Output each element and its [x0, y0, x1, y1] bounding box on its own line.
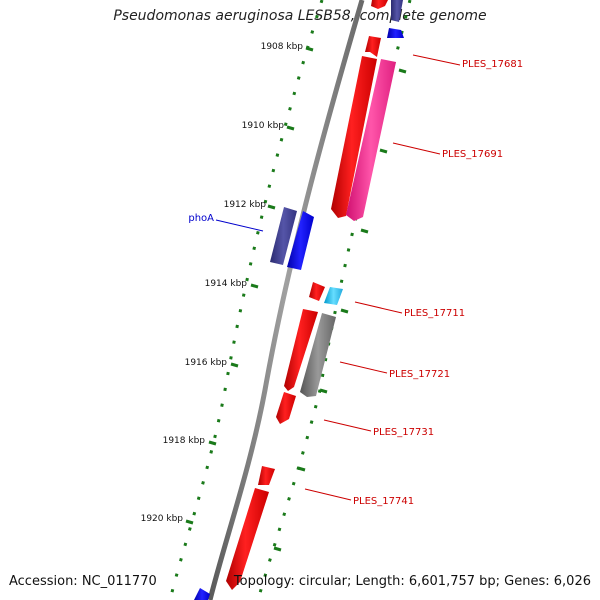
- gene-feature-phoa-blue[interactable]: [287, 211, 314, 270]
- tick-mark: [230, 362, 239, 368]
- tick-mark: [250, 283, 259, 289]
- tick-mark: [286, 125, 295, 131]
- tick-mark: [379, 148, 388, 154]
- coordinate-guide-line: [168, 0, 324, 600]
- gene-feature-bottom-blue[interactable]: [194, 588, 210, 600]
- gene-feature-top-navy[interactable]: [391, 0, 403, 22]
- tick-mark: [297, 466, 306, 472]
- right-tick-group: [273, 68, 407, 552]
- label-leaders: [215, 54, 461, 501]
- gene-label-ples-17731[interactable]: PLES_17731: [373, 427, 434, 438]
- gene-label-ples-17741[interactable]: PLES_17741: [353, 496, 414, 507]
- gene-label-ples-17681[interactable]: PLES_17681: [462, 59, 523, 70]
- gene-feature-ples-17741-small[interactable]: [258, 466, 275, 485]
- tick-label: 1910 kbp: [242, 121, 285, 131]
- tick-mark: [273, 546, 282, 552]
- tick-label: 1914 kbp: [205, 279, 248, 289]
- leader-line-ples-17691: [392, 142, 441, 155]
- tick-group: 1908 kbp 1910 kbp 1912 kbp 1914 kbp 1916…: [141, 42, 314, 525]
- tick-label: 1916 kbp: [185, 358, 228, 368]
- leader-line-ples-17711: [354, 301, 403, 314]
- gene-feature-ples-17741-long[interactable]: [226, 488, 269, 590]
- leader-line-ples-17721: [339, 361, 388, 374]
- tick-label: 1908 kbp: [261, 42, 304, 52]
- tick-mark: [305, 46, 314, 52]
- gene-feature-top-blue[interactable]: [387, 28, 404, 38]
- tick-mark: [208, 440, 217, 446]
- gene-label-phoa[interactable]: phoA: [188, 213, 214, 224]
- gene-feature-ples-17731[interactable]: [276, 392, 296, 424]
- gene-feature-ples-17711-cyan[interactable]: [324, 287, 343, 305]
- gene-feature-ples-17711-red[interactable]: [309, 282, 325, 301]
- tick-label: 1918 kbp: [163, 436, 206, 446]
- tick-label: 1920 kbp: [141, 514, 184, 524]
- tick-mark: [360, 228, 369, 234]
- leader-line-phoa: [215, 219, 264, 232]
- leader-line-ples-17741: [304, 488, 352, 501]
- gene-feature-ples-17691-red[interactable]: [331, 56, 377, 218]
- leader-line-ples-17681: [412, 54, 461, 66]
- gene-feature-phoa-navy[interactable]: [270, 207, 297, 265]
- genome-summary-text: Topology: circular; Length: 6,601,757 bp…: [233, 574, 591, 589]
- tick-label: 1912 kbp: [224, 200, 267, 210]
- gene-feature-ples-17721-gray[interactable]: [300, 313, 336, 397]
- gene-label-ples-17711[interactable]: PLES_17711: [404, 308, 465, 319]
- accession-text: Accession: NC_011770: [9, 574, 157, 589]
- gene-feature-top-red[interactable]: [371, 0, 388, 9]
- tick-mark: [267, 204, 276, 210]
- gene-label-ples-17691[interactable]: PLES_17691: [442, 149, 503, 160]
- tick-mark: [398, 68, 407, 74]
- gene-feature-ples-17691-magenta[interactable]: [346, 59, 396, 221]
- tick-mark: [319, 388, 328, 394]
- genome-backbone: [207, 0, 365, 600]
- gene-label-ples-17721[interactable]: PLES_17721: [389, 369, 450, 380]
- gene-labels: phoA PLES_17681 PLES_17691 PLES_17711 PL…: [188, 59, 523, 507]
- tick-mark: [340, 308, 349, 314]
- leader-line-ples-17731: [323, 419, 372, 432]
- gene-feature-ples-17721-red[interactable]: [284, 309, 318, 391]
- tick-mark: [185, 519, 194, 525]
- gene-features: [194, 0, 404, 600]
- gene-feature-ples-17681[interactable]: [365, 36, 381, 57]
